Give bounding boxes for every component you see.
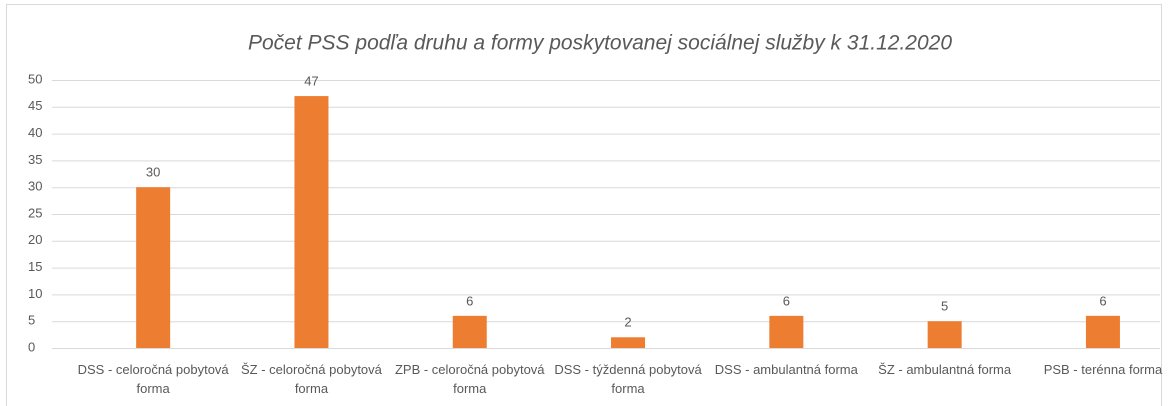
y-tick-label: 10 bbox=[28, 286, 42, 301]
bar bbox=[769, 315, 804, 348]
bar bbox=[452, 315, 487, 348]
bar bbox=[927, 321, 962, 348]
x-tick-label: ŠZ - celoročná pobytová forma bbox=[240, 362, 382, 396]
y-tick-label: 25 bbox=[28, 205, 42, 220]
value-label: 5 bbox=[941, 299, 948, 314]
bar bbox=[611, 337, 646, 348]
chart-frame bbox=[6, 4, 1162, 406]
x-tick-label: DSS - celoročná pobytová forma bbox=[77, 362, 229, 396]
y-tick-label: 40 bbox=[28, 125, 42, 140]
x-tick-label: PSB - terénna forma bbox=[1043, 362, 1163, 377]
y-tick-label: 15 bbox=[28, 259, 42, 274]
value-label: 6 bbox=[466, 293, 473, 308]
x-tick-label: ŠZ - ambulantná forma bbox=[878, 362, 1012, 377]
x-tick-label: ZPB - celoročná pobytová forma bbox=[394, 362, 545, 396]
y-tick-label: 5 bbox=[28, 313, 35, 328]
value-label: 6 bbox=[783, 293, 790, 308]
y-tick-label: 50 bbox=[28, 71, 42, 86]
y-tick-label: 35 bbox=[28, 152, 42, 167]
value-label: 6 bbox=[1099, 293, 1106, 308]
chart-title: Počet PSS podľa druhu a formy poskytovan… bbox=[248, 32, 952, 55]
value-label: 2 bbox=[624, 315, 631, 330]
bar bbox=[1085, 315, 1120, 348]
bar bbox=[294, 96, 329, 348]
y-tick-label: 30 bbox=[28, 179, 42, 194]
y-tick-label: 20 bbox=[28, 232, 42, 247]
bar bbox=[136, 187, 171, 348]
x-tick-label: DSS - týždenná pobytová forma bbox=[554, 362, 702, 396]
y-tick-label: 0 bbox=[28, 339, 35, 354]
y-tick-label: 45 bbox=[28, 98, 42, 113]
x-tick-label: DSS - ambulantná forma bbox=[714, 362, 858, 377]
value-label: 47 bbox=[304, 74, 318, 89]
value-label: 30 bbox=[146, 165, 160, 180]
